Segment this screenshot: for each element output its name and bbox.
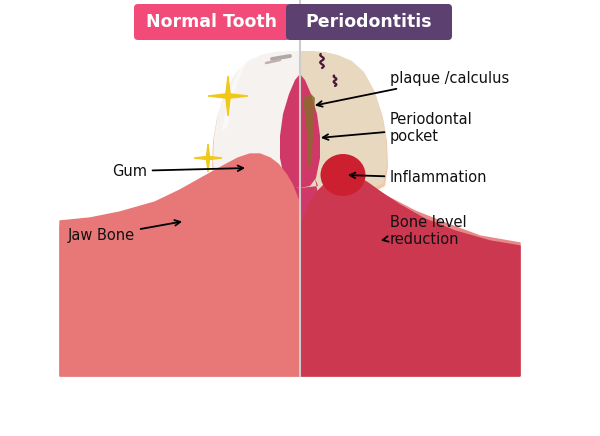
- Text: Normal Tooth: Normal Tooth: [146, 13, 277, 31]
- Polygon shape: [60, 154, 300, 376]
- FancyBboxPatch shape: [286, 4, 452, 40]
- Polygon shape: [300, 247, 520, 376]
- Polygon shape: [300, 51, 387, 202]
- Polygon shape: [345, 188, 355, 338]
- FancyBboxPatch shape: [134, 4, 290, 40]
- Polygon shape: [300, 178, 323, 266]
- Polygon shape: [280, 74, 320, 188]
- Polygon shape: [252, 188, 262, 333]
- Polygon shape: [346, 184, 376, 348]
- Polygon shape: [60, 223, 300, 376]
- Polygon shape: [212, 53, 388, 202]
- Polygon shape: [343, 184, 356, 343]
- Text: Inflammation: Inflammation: [350, 170, 487, 185]
- Polygon shape: [222, 56, 252, 131]
- Polygon shape: [213, 51, 300, 202]
- Text: plaque /calculus: plaque /calculus: [317, 71, 509, 107]
- Polygon shape: [227, 184, 256, 346]
- Text: Periodontitis: Periodontitis: [305, 13, 433, 31]
- Polygon shape: [248, 184, 260, 343]
- Polygon shape: [208, 76, 248, 116]
- Text: Periodontal
pocket: Periodontal pocket: [323, 112, 473, 144]
- Polygon shape: [300, 179, 520, 376]
- Polygon shape: [300, 173, 520, 376]
- Polygon shape: [194, 144, 222, 172]
- Ellipse shape: [320, 154, 365, 196]
- Text: Bone level
reduction: Bone level reduction: [383, 215, 467, 247]
- Text: Gum: Gum: [112, 164, 243, 178]
- Polygon shape: [303, 94, 315, 168]
- Text: Jaw Bone: Jaw Bone: [68, 220, 180, 243]
- Polygon shape: [277, 178, 300, 266]
- Polygon shape: [60, 166, 300, 376]
